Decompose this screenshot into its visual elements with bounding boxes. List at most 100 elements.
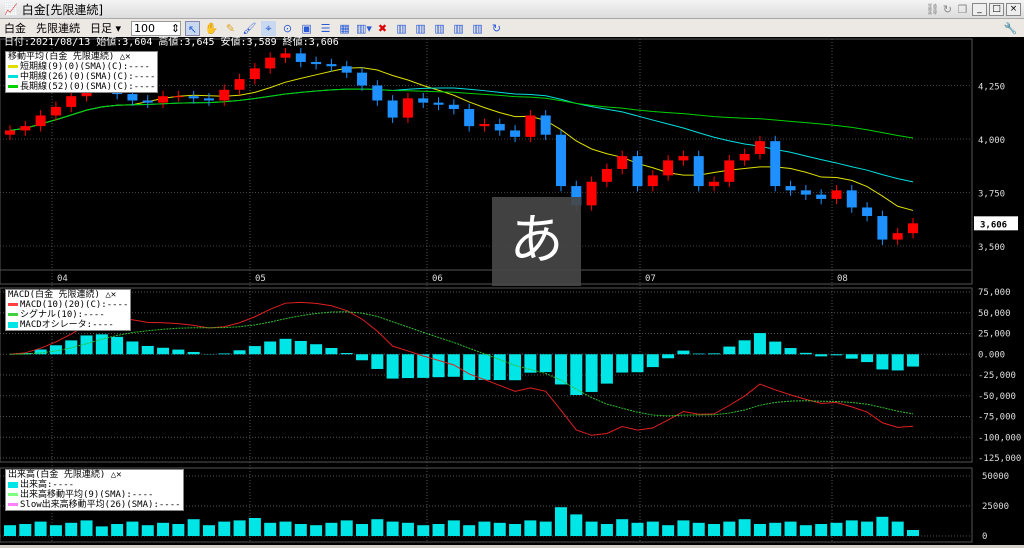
volume-bar [157,523,169,536]
volume-bar [677,520,689,536]
indicator-4-icon[interactable]: ▥ [451,21,466,36]
candle-body [831,190,841,199]
candle-body [510,130,520,136]
swatch [8,313,18,316]
candle-body [388,100,398,117]
volume-bar [754,524,766,536]
macd-oscillator-bar [341,353,353,354]
swatch [8,493,18,496]
volume-bar [524,520,536,536]
macd-oscillator-bar [218,353,230,354]
volume-bar [402,523,414,536]
volume-bar [387,522,399,536]
volume-bar [739,519,751,536]
macd-tick-label: -100,000 [978,433,1021,443]
brush-tool-icon[interactable]: 🖌 [242,21,257,36]
macd-oscillator-bar [142,346,154,354]
volume-bar [279,522,291,536]
macd-oscillator-bar [892,354,904,370]
indicator-5-icon[interactable]: ▥ [470,21,485,36]
close-button[interactable]: × [1006,3,1021,16]
candle-body [464,109,474,126]
macd-legend[interactable]: MACD(白金 先限連続) △✕ MACD(10)(20)(C):---- シグ… [5,289,131,331]
candle-body [66,96,76,107]
circle-up-icon[interactable]: ⊙ [280,21,295,36]
candle-body [694,156,704,186]
candle-body [127,94,137,100]
indicator-dropdown-icon[interactable]: ▥▾ [356,21,371,36]
volume-bar [785,522,797,536]
date-tick-label: 06 [432,274,443,284]
macd-tick-label: -25,000 [978,371,1016,381]
volume-bar [203,525,215,536]
indicator-3-icon[interactable]: ▥ [432,21,447,36]
legend-label: シグナル(10):---- [20,310,105,320]
candle-body [357,73,367,86]
candle-body [816,195,826,199]
candle-body [847,190,857,207]
grid-rows-icon[interactable]: ☰ [318,21,333,36]
volume-bar [509,524,521,536]
macd-oscillator-bar [830,354,842,355]
ma-legend[interactable]: 移動平均(白金 先限連続) △✕ 短期線(9)(0)(SMA)(C):---- … [5,51,158,93]
legend-close-icon[interactable]: △✕ [120,52,131,62]
period-label: 日足 [90,22,112,35]
chart-app-icon: 📈 [4,3,18,16]
macd-oscillator-bar [478,354,490,380]
minimize-button[interactable]: _ [972,3,987,16]
reload-icon[interactable]: ↻ [489,21,504,36]
restore-window-icon[interactable]: ❐ [955,2,970,17]
macd-oscillator-bar [371,354,383,369]
candle-body [20,126,30,130]
macd-oscillator-bar [601,354,613,383]
count-stepper[interactable]: 100⇕ [131,21,181,36]
candle-body [158,96,168,102]
swatch [8,75,18,78]
legend-close-icon[interactable]: △✕ [111,470,122,480]
hand-tool-icon[interactable]: ✋ [204,21,219,36]
pencil-tool-icon[interactable]: ✎ [223,21,238,36]
crosshair-tool-icon[interactable]: ⌖ [261,21,276,36]
legend-label: 出来高:---- [20,480,74,490]
volume-bar [769,523,781,536]
volume-bar [540,522,552,536]
period-dropdown[interactable]: 日足 ▾ [90,20,121,36]
indicator-1-icon[interactable]: ▥ [394,21,409,36]
remove-indicator-icon[interactable]: ✖ [375,21,390,36]
maximize-button[interactable]: □ [989,3,1004,16]
link-icon[interactable]: ⛓ [925,2,940,17]
ma-legend-item: 中期線(26)(0)(SMA)(C):---- [8,72,155,82]
volume-legend[interactable]: 出来高(白金 先限連続) △✕ 出来高:---- 出来高移動平均(9)(SMA)… [5,469,184,511]
macd-oscillator-bar [494,354,506,380]
candle-body [189,96,199,98]
macd-oscillator-bar [708,353,720,354]
pointer-tool-icon[interactable]: ↖ [185,21,200,36]
volume-bar [264,523,276,536]
macd-oscillator-bar [264,342,276,355]
macd-tick-label: -125,000 [978,454,1021,464]
volume-bar [111,524,123,536]
refresh-icon[interactable]: ↻ [940,2,955,17]
volume-bar [463,525,475,536]
volume-bar [81,520,93,536]
macd-oscillator-bar [157,348,169,354]
legend-close-icon[interactable]: △✕ [105,290,116,300]
candle-body [296,53,306,62]
volume-tick-label: 50000 [982,472,1009,482]
volume-bar [693,523,705,536]
contract-menu[interactable]: 先限連続 [36,20,80,36]
title-bar: 📈 白金[先限連続] ⛓ ↻ ❐ _ □ × [0,0,1024,19]
symbol-menu[interactable]: 白金 [4,20,26,36]
grid-icon[interactable]: ▦ [337,21,352,36]
stepper-arrows-icon[interactable]: ⇕ [171,22,180,35]
macd-oscillator-bar [356,354,368,360]
macd-oscillator-bar [907,354,919,366]
chart-window-icon[interactable]: ▣ [299,21,314,36]
indicator-2-icon[interactable]: ▥ [413,21,428,36]
price-tick-label: 3,500 [978,243,1005,253]
date-tick-label: 07 [645,274,656,284]
volume-bar [815,524,827,536]
settings-wrench-icon[interactable]: 🔧 [1003,21,1018,36]
candle-body [709,182,719,186]
window-title: 白金[先限連続] [22,1,103,18]
